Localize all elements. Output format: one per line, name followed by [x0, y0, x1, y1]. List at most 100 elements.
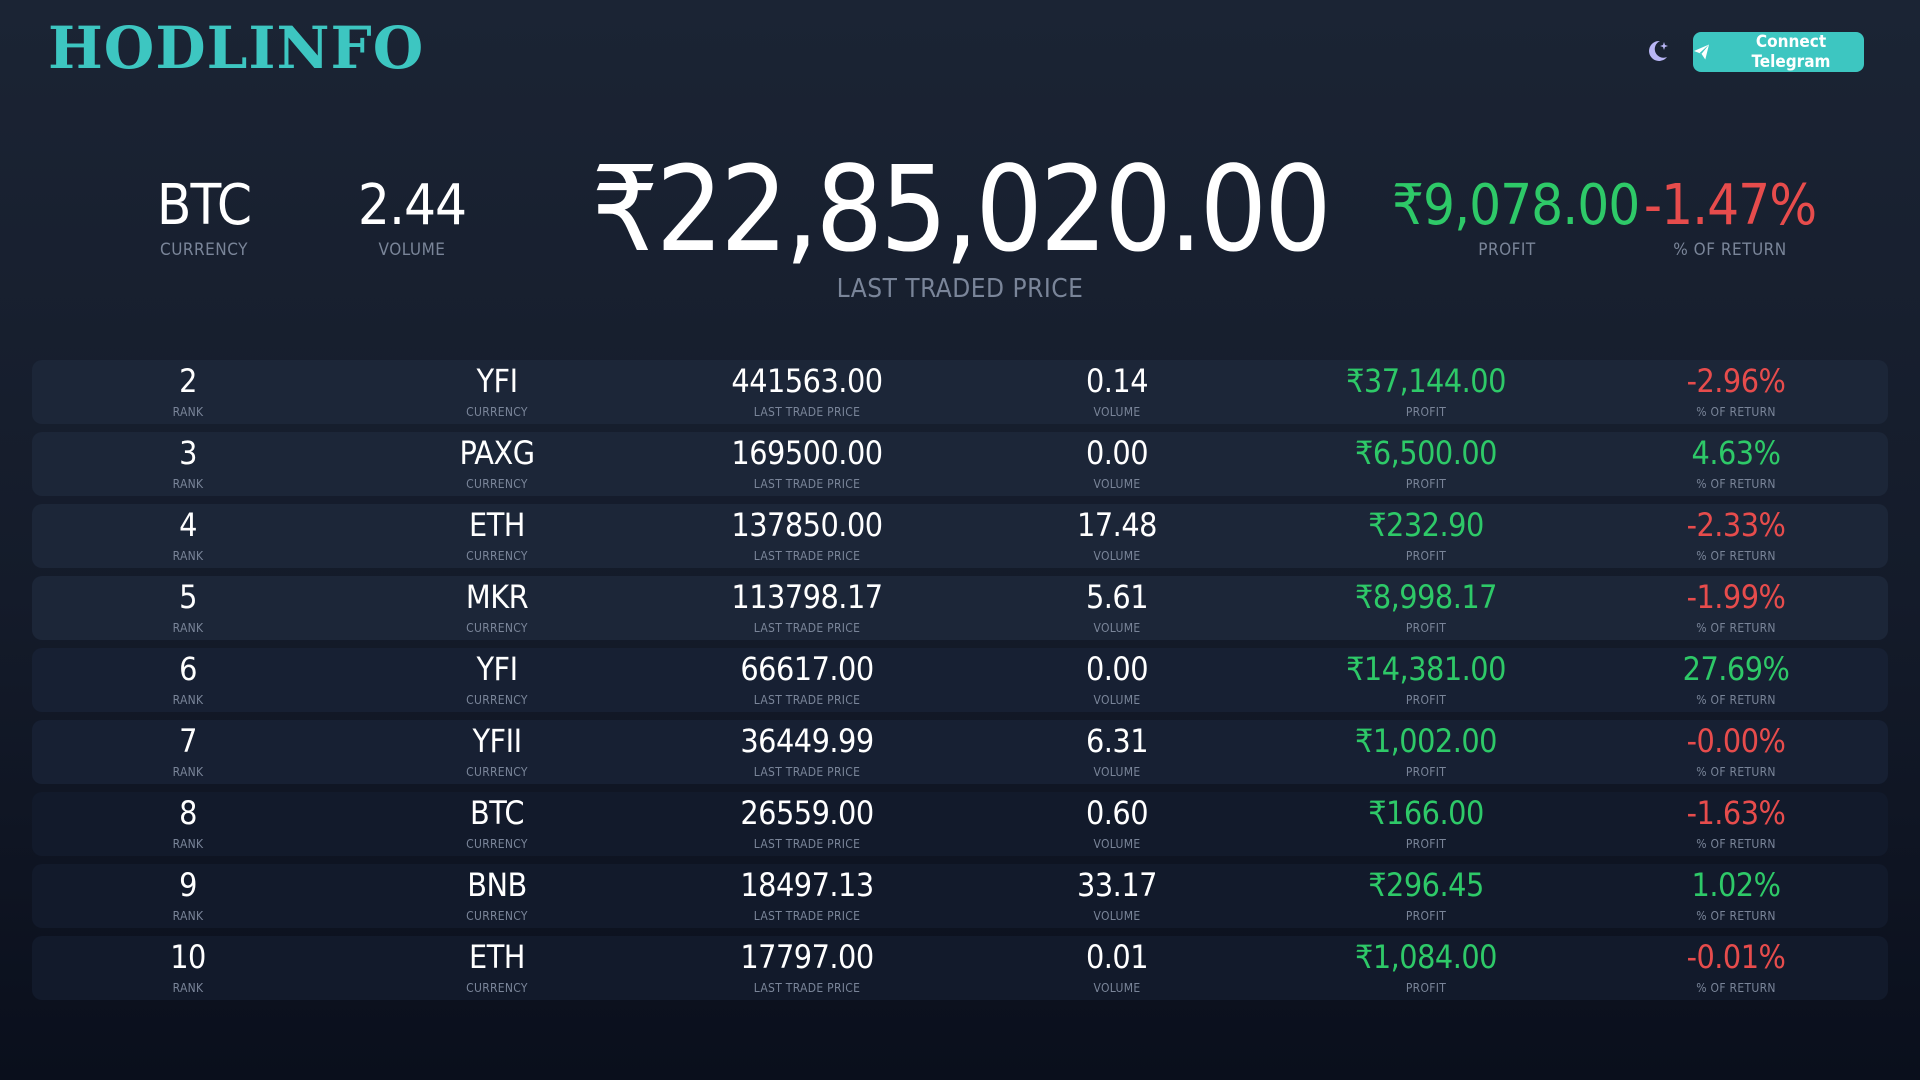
volume-value: 0.00: [1085, 434, 1149, 472]
volume-value: 0.60: [1085, 794, 1149, 832]
volume-value: 0.00: [1085, 650, 1149, 688]
profit-value: ₹166.00: [1368, 794, 1484, 832]
price-label: LAST TRADE PRICE: [753, 549, 861, 563]
return-label: % OF RETURN: [1696, 837, 1776, 851]
rank-label: RANK: [172, 621, 204, 635]
volume-label: VOLUME: [1093, 693, 1141, 707]
price-cell: 17797.00 LAST TRADE PRICE: [677, 936, 937, 1000]
summary-profit-value: ₹9,078.00: [1392, 173, 1640, 238]
volume-label: VOLUME: [1093, 837, 1141, 851]
theme-toggle-button[interactable]: [1640, 34, 1674, 68]
rank-label: RANK: [172, 909, 204, 923]
profit-value: ₹296.45: [1368, 866, 1484, 904]
rank-value: 6: [179, 650, 197, 688]
currency-cell: PAXG CURRENCY: [367, 432, 627, 496]
currency-table: 2 RANK YFI CURRENCY 441563.00 LAST TRADE…: [32, 360, 1888, 1008]
rank-label: RANK: [172, 837, 204, 851]
currency-value: MKR: [465, 578, 529, 616]
price-cell: 137850.00 LAST TRADE PRICE: [677, 504, 937, 568]
rank-cell: 2 RANK: [58, 360, 318, 424]
rank-cell: 9 RANK: [58, 864, 318, 928]
profit-value: ₹1,084.00: [1355, 938, 1497, 976]
volume-value: 33.17: [1077, 866, 1157, 904]
profit-label: PROFIT: [1405, 693, 1447, 707]
rank-value: 4: [179, 506, 197, 544]
price-label: LAST TRADE PRICE: [753, 405, 861, 419]
currency-label: CURRENCY: [466, 837, 528, 851]
profit-cell: ₹296.45 PROFIT: [1296, 864, 1556, 928]
profit-value: ₹37,144.00: [1346, 362, 1506, 400]
currency-value: ETH: [469, 506, 525, 544]
return-label: % OF RETURN: [1696, 765, 1776, 779]
price-value: 113798.17: [731, 578, 883, 616]
return-value: -0.00%: [1686, 722, 1786, 760]
price-label: LAST TRADE PRICE: [753, 837, 861, 851]
summary-currency-label: CURRENCY: [160, 240, 248, 260]
volume-label: VOLUME: [1093, 477, 1141, 491]
return-value: 1.02%: [1691, 866, 1781, 904]
connect-telegram-label: Connect Telegram: [1751, 32, 1831, 72]
summary-return-label: % OF RETURN: [1673, 240, 1787, 260]
summary-price-value: ₹22,85,020.00: [591, 140, 1331, 278]
volume-cell: 6.31 VOLUME: [987, 720, 1247, 784]
profit-label: PROFIT: [1405, 405, 1447, 419]
return-label: % OF RETURN: [1696, 693, 1776, 707]
price-cell: 18497.13 LAST TRADE PRICE: [677, 864, 937, 928]
currency-label: CURRENCY: [466, 405, 528, 419]
volume-cell: 0.14 VOLUME: [987, 360, 1247, 424]
volume-label: VOLUME: [1093, 765, 1141, 779]
price-label: LAST TRADE PRICE: [753, 765, 861, 779]
profit-cell: ₹232.90 PROFIT: [1296, 504, 1556, 568]
currency-cell: BTC CURRENCY: [367, 792, 627, 856]
volume-value: 17.48: [1077, 506, 1157, 544]
return-value: 4.63%: [1691, 434, 1781, 472]
price-cell: 113798.17 LAST TRADE PRICE: [677, 576, 937, 640]
price-value: 17797.00: [740, 938, 874, 976]
profit-cell: ₹37,144.00 PROFIT: [1296, 360, 1556, 424]
rank-cell: 4 RANK: [58, 504, 318, 568]
currency-label: CURRENCY: [466, 621, 528, 635]
currency-value: BTC: [469, 794, 525, 832]
rank-value: 2: [179, 362, 197, 400]
summary-volume: 2.44 VOLUME: [352, 178, 472, 261]
return-value: -0.01%: [1686, 938, 1786, 976]
top-bar: HODLINFO Connect Telegram: [0, 0, 1920, 100]
profit-value: ₹1,002.00: [1355, 722, 1497, 760]
return-label: % OF RETURN: [1696, 909, 1776, 923]
rank-cell: 5 RANK: [58, 576, 318, 640]
return-cell: -1.63% % OF RETURN: [1606, 792, 1866, 856]
rank-label: RANK: [172, 765, 204, 779]
table-row: 6 RANK YFI CURRENCY 66617.00 LAST TRADE …: [32, 648, 1888, 712]
return-label: % OF RETURN: [1696, 477, 1776, 491]
profit-cell: ₹166.00 PROFIT: [1296, 792, 1556, 856]
rank-value: 3: [179, 434, 197, 472]
currency-value: BNB: [467, 866, 527, 904]
connect-telegram-button[interactable]: Connect Telegram: [1693, 32, 1864, 72]
rank-value: 5: [179, 578, 197, 616]
volume-label: VOLUME: [1093, 909, 1141, 923]
volume-label: VOLUME: [1093, 981, 1141, 995]
paper-plane-icon: [1693, 44, 1710, 60]
price-value: 26559.00: [740, 794, 874, 832]
table-row: 5 RANK MKR CURRENCY 113798.17 LAST TRADE…: [32, 576, 1888, 640]
volume-cell: 33.17 VOLUME: [987, 864, 1247, 928]
logo[interactable]: HODLINFO: [48, 14, 425, 82]
return-cell: 4.63% % OF RETURN: [1606, 432, 1866, 496]
return-label: % OF RETURN: [1696, 549, 1776, 563]
profit-cell: ₹1,084.00 PROFIT: [1296, 936, 1556, 1000]
currency-label: CURRENCY: [466, 765, 528, 779]
summary-return-value: -1.47%: [1643, 173, 1817, 238]
profit-value: ₹232.90: [1368, 506, 1484, 544]
return-value: -1.63%: [1686, 794, 1786, 832]
currency-value: ETH: [469, 938, 525, 976]
return-cell: 27.69% % OF RETURN: [1606, 648, 1866, 712]
rank-value: 10: [170, 938, 206, 976]
volume-label: VOLUME: [1093, 405, 1141, 419]
profit-value: ₹6,500.00: [1355, 434, 1497, 472]
currency-cell: YFI CURRENCY: [367, 360, 627, 424]
table-row: 9 RANK BNB CURRENCY 18497.13 LAST TRADE …: [32, 864, 1888, 928]
price-label: LAST TRADE PRICE: [753, 621, 861, 635]
rank-label: RANK: [172, 981, 204, 995]
volume-cell: 0.60 VOLUME: [987, 792, 1247, 856]
volume-label: VOLUME: [1093, 621, 1141, 635]
